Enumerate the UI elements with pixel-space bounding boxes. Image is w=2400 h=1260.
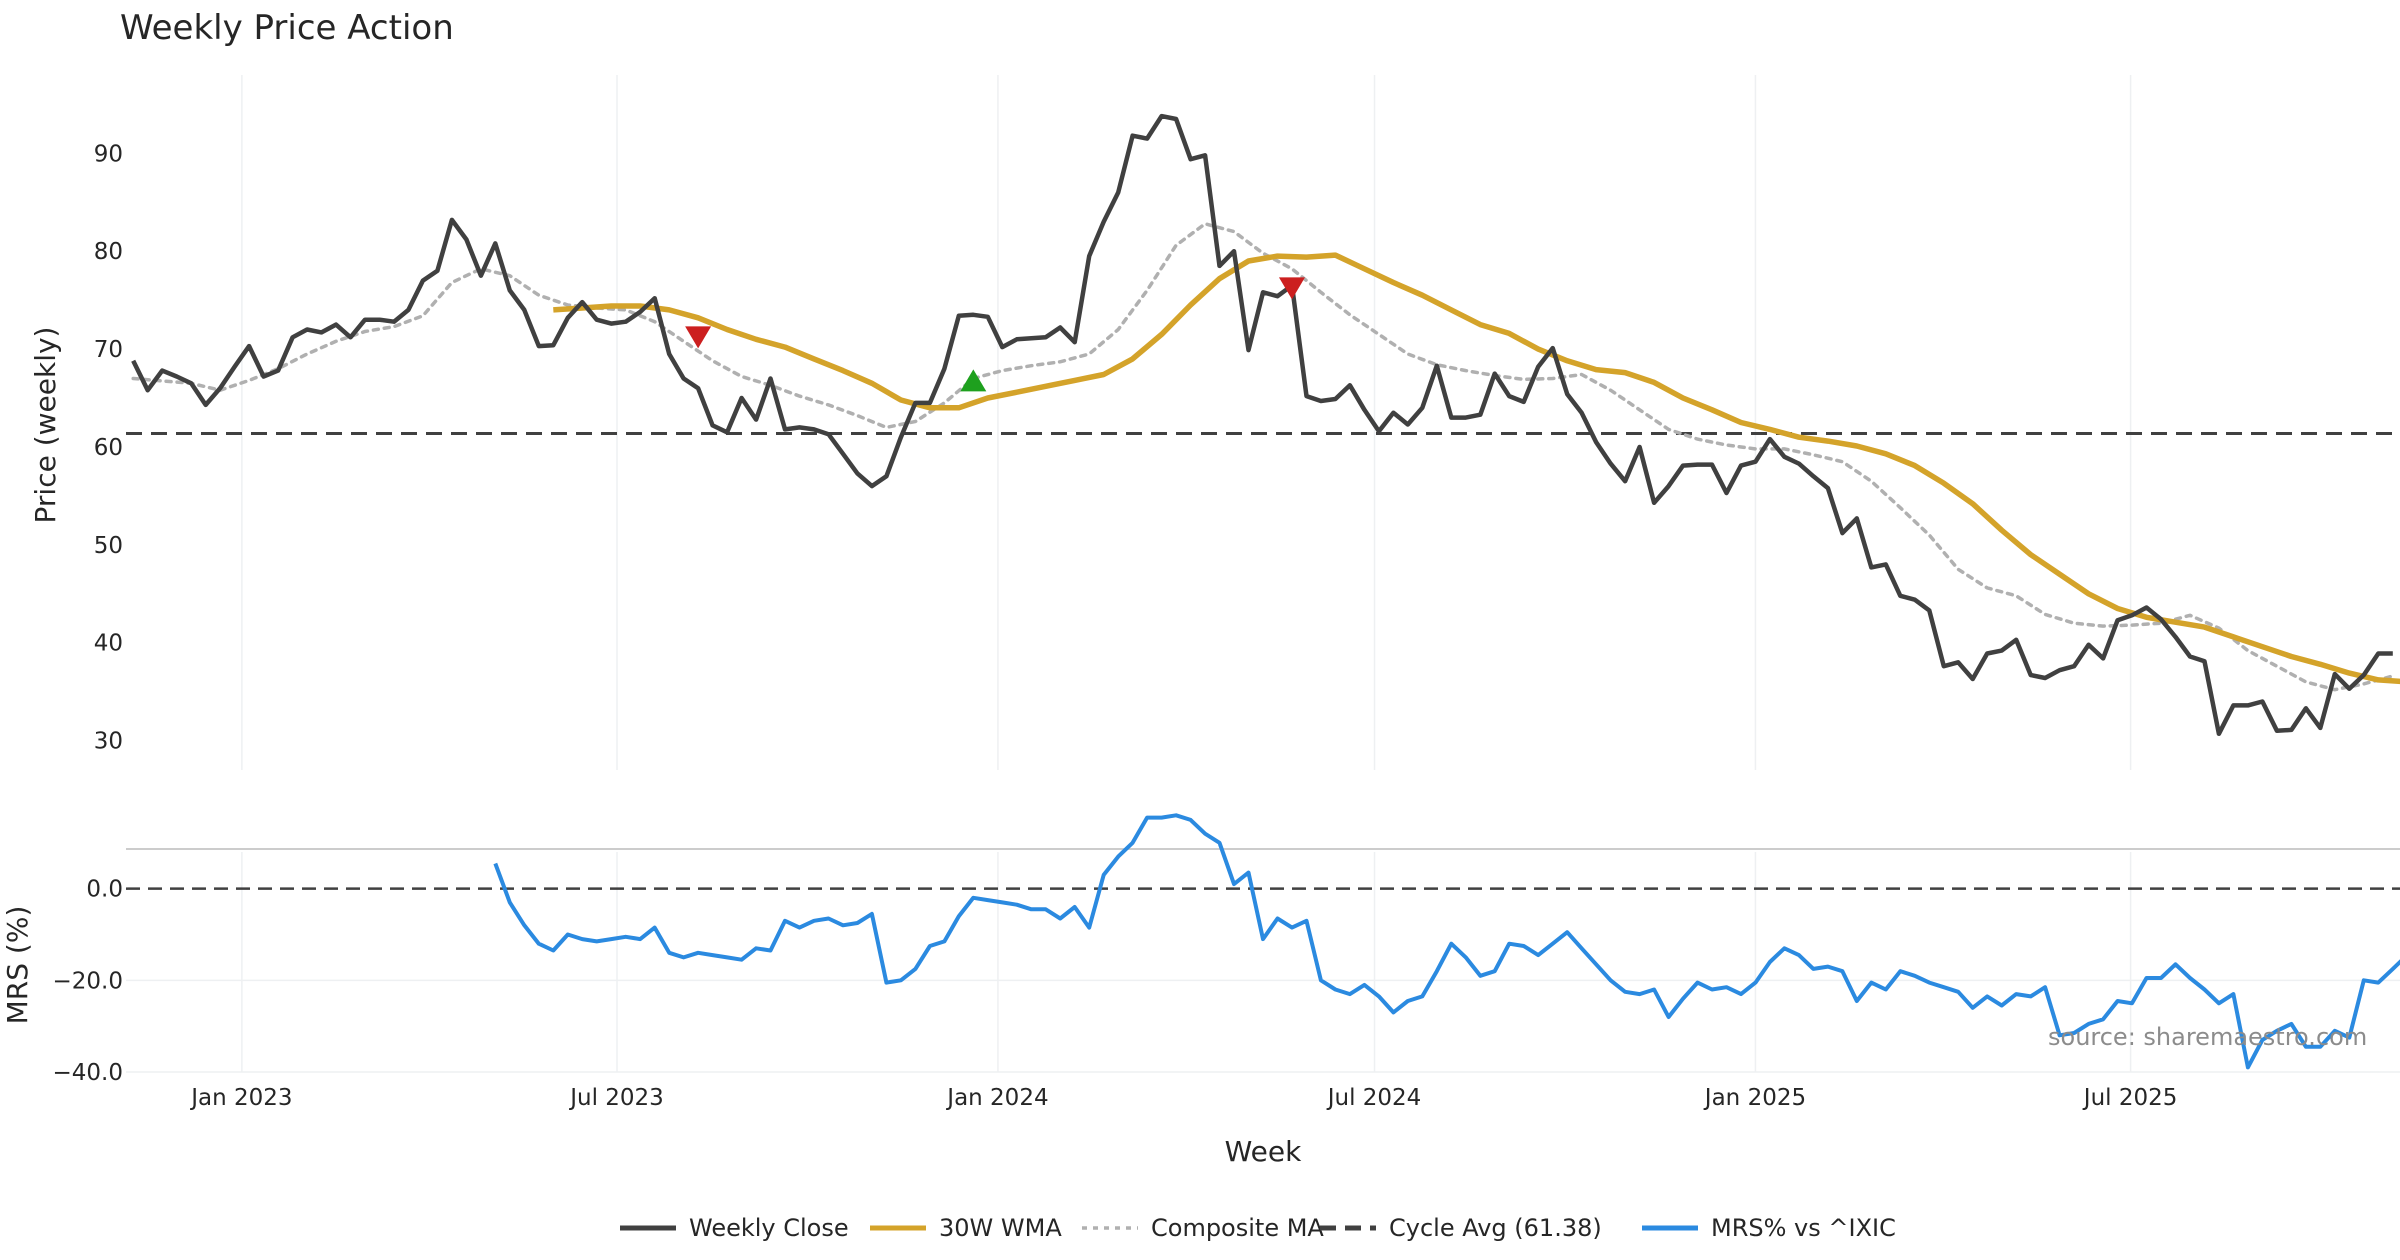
weekly-close-series-line bbox=[131, 113, 2393, 737]
composite-ma-series-line bbox=[131, 221, 2395, 692]
mrs-y-axis-label: MRS (%) bbox=[1, 906, 34, 1025]
legend-label: 30W WMA bbox=[939, 1214, 1062, 1242]
price-panel-grid bbox=[241, 75, 2132, 770]
mrs-series-group bbox=[493, 813, 2400, 1070]
price-y-axis-label: Price (weekly) bbox=[29, 327, 62, 524]
x-tick-label: Jul 2024 bbox=[1326, 1085, 1422, 1111]
price-y-tick-label: 30 bbox=[94, 729, 123, 755]
x-tick-label: Jul 2025 bbox=[2082, 1085, 2178, 1111]
chart-title: Weekly Price Action bbox=[120, 8, 454, 48]
buy-signal-marker bbox=[960, 369, 987, 392]
x-axis-label: Week bbox=[1225, 1135, 1302, 1168]
legend-label: Weekly Close bbox=[689, 1214, 849, 1242]
signal-markers bbox=[685, 277, 1305, 392]
x-tick-label: Jan 2023 bbox=[189, 1085, 292, 1111]
x-ticks: Jan 2023 Jul 2023 Jan 2024 Jul 2024 Jan 2025… bbox=[189, 1085, 2177, 1111]
mrs-y-ticks: 0.0 −20.0 −40.0 bbox=[53, 877, 123, 1086]
price-y-ticks: 30 40 50 60 70 80 90 bbox=[94, 141, 123, 754]
price-y-tick-label: 40 bbox=[94, 631, 123, 657]
wma-30w-series-line bbox=[553, 252, 2400, 685]
price-y-tick-label: 70 bbox=[94, 337, 123, 363]
x-tick-label: Jan 2025 bbox=[1703, 1085, 1806, 1111]
sell-signal-marker bbox=[685, 326, 712, 349]
price-y-tick-label: 90 bbox=[94, 141, 123, 167]
legend-label: Composite MA bbox=[1151, 1214, 1324, 1242]
source-annotation: source: sharemaestro.com bbox=[2048, 1023, 2367, 1051]
price-y-tick-label: 50 bbox=[94, 533, 123, 559]
legend-label: Cycle Avg (61.38) bbox=[1389, 1214, 1602, 1242]
mrs-y-tick-label: −40.0 bbox=[53, 1060, 123, 1086]
sell-signal-marker bbox=[1278, 277, 1305, 300]
price-y-tick-label: 60 bbox=[94, 435, 123, 461]
legend: Weekly Close 30W WMA Composite MA Cycle Avg… bbox=[620, 1214, 1896, 1242]
mrs-series-line bbox=[493, 813, 2400, 1070]
x-tick-label: Jan 2024 bbox=[945, 1085, 1048, 1111]
x-tick-label: Jul 2023 bbox=[568, 1085, 664, 1111]
price-series-group bbox=[131, 113, 2400, 737]
price-y-tick-label: 80 bbox=[94, 239, 123, 265]
mrs-y-tick-label: −20.0 bbox=[53, 968, 123, 994]
mrs-y-tick-label: 0.0 bbox=[86, 877, 123, 903]
legend-label: MRS% vs ^IXIC bbox=[1711, 1214, 1896, 1242]
